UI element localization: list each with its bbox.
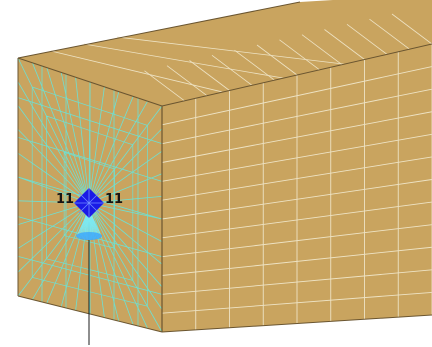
- top-mesh-col: [324, 29, 365, 60]
- top-mesh-col: [346, 24, 388, 55]
- refined-mesh-ring: [31, 86, 148, 307]
- top-mesh-col: [391, 13, 432, 45]
- refined-mesh-ray: [88, 202, 134, 325]
- node-label-right: 11: [105, 192, 123, 207]
- model-edges: [17, 1, 432, 333]
- refined-mesh-ray: [17, 152, 90, 204]
- top-mesh-col: [369, 18, 410, 50]
- refined-mesh-ray: [88, 202, 163, 310]
- top-mesh-col: [279, 39, 320, 71]
- top-mesh-col: [256, 44, 298, 76]
- refined-mesh-ray: [88, 202, 148, 329]
- refined-mesh-ray: [88, 81, 91, 204]
- node-sphere-facets: [74, 188, 104, 218]
- top-mesh-col: [144, 70, 185, 102]
- top-mesh-row: [50, 50, 223, 93]
- refined-mesh-ray: [17, 105, 90, 204]
- top-mesh-row: [83, 43, 284, 79]
- refined-mesh-ray: [17, 81, 90, 204]
- side-face-mesh: [161, 44, 432, 330]
- top-mesh-col: [166, 65, 208, 96]
- top-mesh-col: [301, 34, 343, 65]
- refined-mesh-ray: [17, 202, 90, 273]
- top-mesh-col: [211, 55, 253, 86]
- refined-mesh-ray: [88, 128, 163, 204]
- refined-mesh-ray: [75, 77, 90, 204]
- node-label-left: 11: [56, 192, 74, 207]
- refined-mesh-ray: [17, 202, 90, 225]
- refined-mesh-ray: [88, 202, 163, 265]
- refined-mesh-ray: [32, 202, 90, 300]
- refined-mesh-ray: [88, 202, 163, 333]
- refined-mesh-ray: [46, 202, 90, 304]
- refined-mesh-ray: [17, 129, 90, 204]
- refined-mesh-ray: [17, 176, 90, 204]
- edge-bottom-right: [161, 314, 432, 333]
- refined-mesh-ray: [88, 86, 105, 204]
- refined-mesh-ring: [63, 151, 115, 249]
- refined-mesh-ray: [88, 202, 163, 242]
- side-face[interactable]: [161, 44, 432, 332]
- refined-mesh-ray: [88, 173, 163, 204]
- edge-front-bottom: [17, 295, 163, 333]
- refined-mesh-ray: [17, 202, 90, 249]
- top-face-surface[interactable]: [18, 0, 432, 106]
- top-mesh-col: [234, 49, 275, 81]
- refined-mesh-ray: [17, 57, 90, 204]
- refined-mesh-ray: [88, 101, 148, 204]
- refined-mesh-ray: [88, 91, 120, 204]
- refined-mesh-ray: [88, 96, 134, 204]
- refined-mesh-ray: [88, 202, 163, 288]
- refined-mesh-ray: [46, 67, 90, 204]
- refined-mesh-ray: [88, 105, 163, 204]
- refined-mesh-ray: [88, 150, 163, 204]
- refined-mesh-ring: [46, 115, 134, 281]
- cone-base: [76, 232, 102, 240]
- edge-top-right: [161, 43, 432, 107]
- top-mesh-col: [189, 60, 230, 91]
- edge-top-left: [17, 1, 301, 59]
- top-face[interactable]: [18, 0, 432, 106]
- refined-mesh-ray: [32, 62, 90, 204]
- node-marker[interactable]: 11 11: [56, 188, 123, 240]
- refined-mesh-ray: [17, 202, 90, 297]
- edge-front-top: [17, 57, 163, 107]
- top-face-mesh: [50, 13, 432, 102]
- refined-mesh-ray: [60, 72, 90, 204]
